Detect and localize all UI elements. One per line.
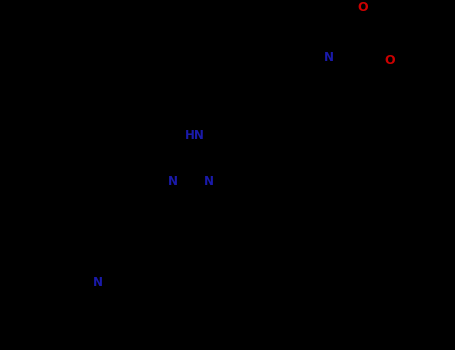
Text: N: N <box>204 175 214 188</box>
Text: N: N <box>167 175 177 188</box>
Text: O: O <box>358 1 368 14</box>
Text: HN: HN <box>184 129 204 142</box>
Text: N: N <box>324 51 334 64</box>
Text: N: N <box>93 276 103 289</box>
Text: O: O <box>384 54 395 67</box>
